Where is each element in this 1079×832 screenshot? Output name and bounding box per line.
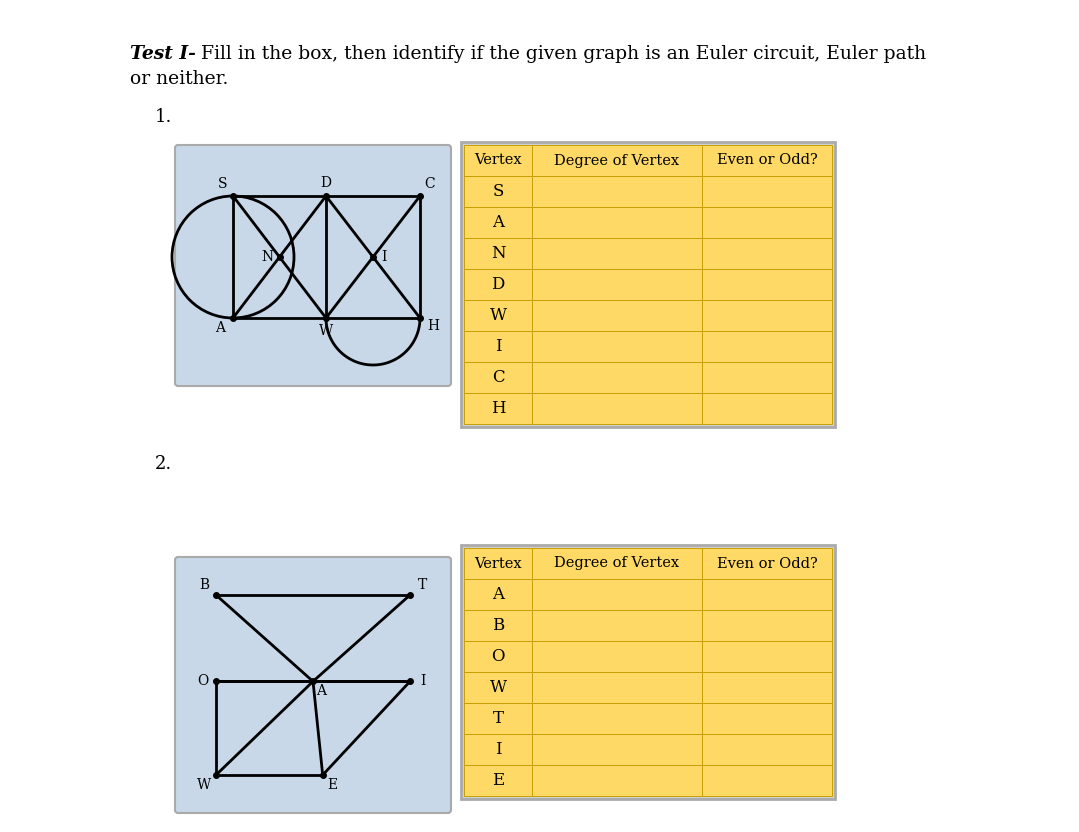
FancyBboxPatch shape (532, 393, 702, 424)
Text: I: I (494, 741, 502, 758)
Text: T: T (418, 578, 426, 592)
Text: or neither.: or neither. (129, 70, 229, 88)
FancyBboxPatch shape (464, 300, 532, 331)
Text: T: T (492, 710, 504, 727)
FancyBboxPatch shape (175, 557, 451, 813)
FancyBboxPatch shape (464, 765, 532, 796)
FancyBboxPatch shape (702, 331, 832, 362)
Text: H: H (427, 319, 439, 333)
Text: W: W (319, 324, 333, 338)
Text: C: C (425, 177, 435, 191)
FancyBboxPatch shape (532, 579, 702, 610)
FancyBboxPatch shape (464, 641, 532, 672)
FancyBboxPatch shape (532, 765, 702, 796)
FancyBboxPatch shape (461, 142, 835, 427)
Text: B: B (199, 578, 209, 592)
Text: O: O (197, 675, 208, 688)
FancyBboxPatch shape (175, 145, 451, 386)
FancyBboxPatch shape (532, 207, 702, 238)
FancyBboxPatch shape (702, 765, 832, 796)
Text: I: I (494, 338, 502, 355)
FancyBboxPatch shape (532, 176, 702, 207)
FancyBboxPatch shape (702, 362, 832, 393)
FancyBboxPatch shape (464, 672, 532, 703)
Text: Test I-: Test I- (129, 45, 196, 63)
FancyBboxPatch shape (464, 610, 532, 641)
FancyBboxPatch shape (532, 269, 702, 300)
FancyBboxPatch shape (464, 393, 532, 424)
FancyBboxPatch shape (702, 548, 832, 579)
FancyBboxPatch shape (702, 145, 832, 176)
Text: Vertex: Vertex (474, 153, 522, 167)
FancyBboxPatch shape (464, 176, 532, 207)
FancyBboxPatch shape (702, 176, 832, 207)
Text: Even or Odd?: Even or Odd? (716, 153, 818, 167)
FancyBboxPatch shape (702, 734, 832, 765)
FancyBboxPatch shape (702, 703, 832, 734)
FancyBboxPatch shape (532, 300, 702, 331)
FancyBboxPatch shape (532, 641, 702, 672)
FancyBboxPatch shape (702, 393, 832, 424)
FancyBboxPatch shape (702, 269, 832, 300)
Text: I: I (421, 675, 426, 688)
Text: W: W (196, 778, 211, 792)
FancyBboxPatch shape (464, 238, 532, 269)
Text: S: S (218, 177, 228, 191)
FancyBboxPatch shape (702, 300, 832, 331)
Text: C: C (492, 369, 504, 386)
Text: A: A (215, 321, 226, 335)
FancyBboxPatch shape (464, 145, 532, 176)
FancyBboxPatch shape (702, 238, 832, 269)
FancyBboxPatch shape (464, 207, 532, 238)
FancyBboxPatch shape (532, 145, 702, 176)
FancyBboxPatch shape (702, 207, 832, 238)
FancyBboxPatch shape (461, 545, 835, 799)
Text: E: E (328, 778, 338, 792)
Text: 1.: 1. (155, 108, 173, 126)
FancyBboxPatch shape (464, 269, 532, 300)
Text: O: O (491, 648, 505, 665)
Text: S: S (492, 183, 504, 200)
Text: W: W (490, 679, 506, 696)
Text: W: W (490, 307, 506, 324)
Text: Degree of Vertex: Degree of Vertex (555, 153, 680, 167)
Text: D: D (320, 176, 331, 190)
FancyBboxPatch shape (464, 703, 532, 734)
FancyBboxPatch shape (532, 703, 702, 734)
Text: N: N (261, 250, 274, 264)
FancyBboxPatch shape (464, 734, 532, 765)
FancyBboxPatch shape (464, 331, 532, 362)
FancyBboxPatch shape (702, 672, 832, 703)
FancyBboxPatch shape (532, 362, 702, 393)
FancyBboxPatch shape (532, 734, 702, 765)
Text: H: H (491, 400, 505, 417)
Text: N: N (491, 245, 505, 262)
Text: B: B (492, 617, 504, 634)
Text: Fill in the box, then identify if the given graph is an Euler circuit, Euler pat: Fill in the box, then identify if the gi… (195, 45, 926, 63)
Text: A: A (492, 214, 504, 231)
Text: A: A (316, 685, 326, 698)
Text: 2.: 2. (155, 455, 173, 473)
FancyBboxPatch shape (464, 548, 532, 579)
Text: I: I (381, 250, 386, 264)
Text: Vertex: Vertex (474, 557, 522, 571)
FancyBboxPatch shape (532, 238, 702, 269)
Text: A: A (492, 586, 504, 603)
FancyBboxPatch shape (464, 579, 532, 610)
Text: D: D (491, 276, 505, 293)
FancyBboxPatch shape (532, 672, 702, 703)
FancyBboxPatch shape (702, 610, 832, 641)
Text: Degree of Vertex: Degree of Vertex (555, 557, 680, 571)
Text: E: E (492, 772, 504, 789)
FancyBboxPatch shape (464, 362, 532, 393)
FancyBboxPatch shape (532, 331, 702, 362)
FancyBboxPatch shape (702, 641, 832, 672)
Text: Even or Odd?: Even or Odd? (716, 557, 818, 571)
FancyBboxPatch shape (532, 610, 702, 641)
FancyBboxPatch shape (532, 548, 702, 579)
FancyBboxPatch shape (702, 579, 832, 610)
